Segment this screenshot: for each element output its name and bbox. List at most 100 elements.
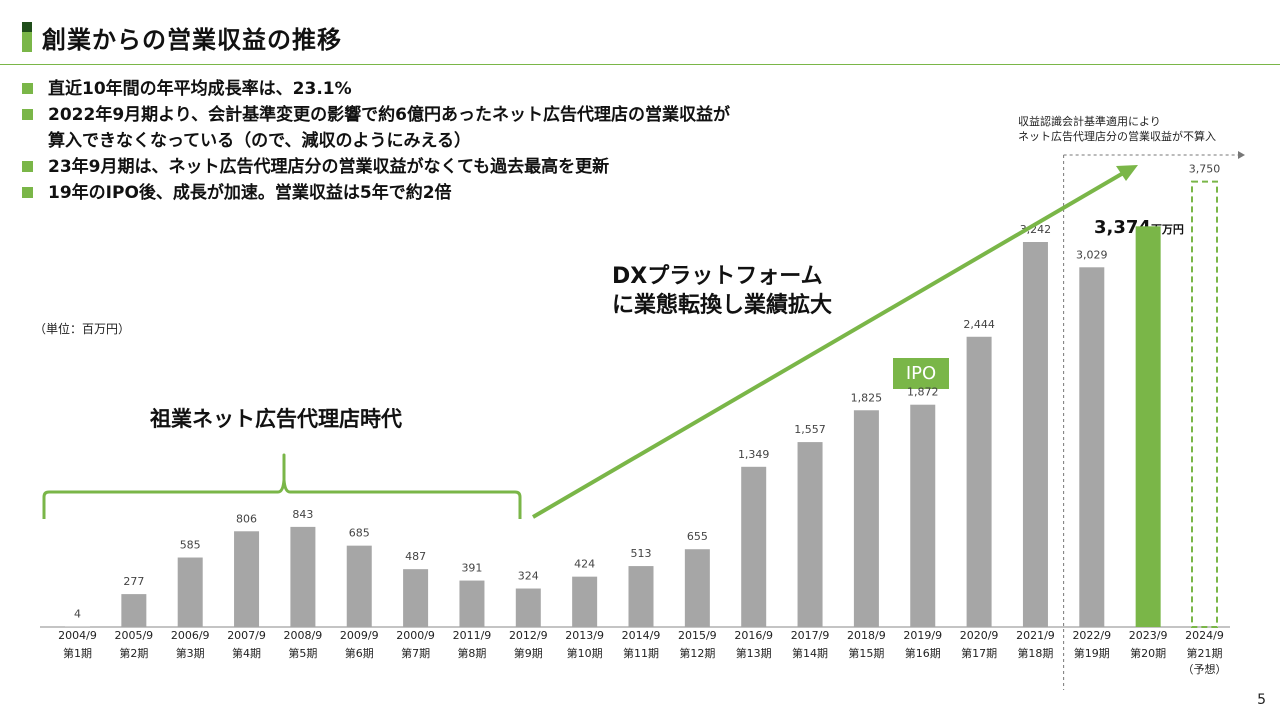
bullet-item: 直近10年間の年平均成長率は、23.1% bbox=[22, 76, 730, 102]
data-label: 424 bbox=[574, 558, 595, 571]
x-period-label: 第12期 bbox=[679, 646, 715, 660]
x-period-label: 第11期 bbox=[623, 646, 659, 660]
dx-label: DXプラットフォーム に業態転換し業績拡大 bbox=[612, 264, 833, 318]
x-period-label: 第21期 bbox=[1187, 646, 1223, 660]
data-label: 843 bbox=[292, 508, 313, 521]
bullet-item: 19年のIPO後、成長が加速。営業収益は5年で約2倍 bbox=[22, 180, 730, 206]
bar bbox=[177, 557, 203, 627]
era-label: 祖業ネット広告代理店時代 bbox=[150, 407, 402, 431]
bar bbox=[797, 442, 823, 627]
accounting-note: 収益認識会計基準適用により ネット広告代理店分の営業収益が不算入 bbox=[1018, 115, 1216, 143]
arrow-head-icon bbox=[1238, 151, 1245, 159]
x-period-label: 第13期 bbox=[736, 646, 772, 660]
bullet-item: 2022年9月期より、会計基準変更の影響で約6億円あったネット広告代理店の営業収… bbox=[22, 102, 730, 154]
bar bbox=[1022, 242, 1048, 627]
x-period-label: 第20期 bbox=[1130, 646, 1166, 660]
bar bbox=[853, 410, 879, 627]
growth-arrow-head-icon bbox=[1116, 165, 1138, 181]
x-tick-label: 2008/9 bbox=[284, 629, 323, 642]
bullet-square-icon bbox=[22, 187, 33, 198]
data-label: 4 bbox=[74, 608, 81, 621]
bar bbox=[459, 580, 485, 627]
x-tick-label: 2000/9 bbox=[396, 629, 435, 642]
bar bbox=[290, 526, 316, 627]
x-period-label: 第4期 bbox=[232, 646, 261, 660]
x-tick-label: 2015/9 bbox=[678, 629, 717, 642]
x-tick-label: 2006/9 bbox=[171, 629, 210, 642]
bullet-list: 直近10年間の年平均成長率は、23.1% 2022年9月期より、会計基準変更の影… bbox=[22, 76, 730, 206]
x-period-label: 第17期 bbox=[961, 646, 997, 660]
data-label: 806 bbox=[236, 512, 257, 525]
x-tick-label: 2018/9 bbox=[847, 629, 886, 642]
x-period-label: 第9期 bbox=[514, 646, 543, 660]
bar bbox=[741, 466, 767, 627]
data-label: 324 bbox=[518, 570, 539, 583]
x-period-label: 第14期 bbox=[792, 646, 828, 660]
bar bbox=[684, 549, 710, 627]
x-period-label: 第2期 bbox=[119, 646, 148, 660]
bar bbox=[346, 545, 372, 627]
x-tick-label: 2014/9 bbox=[622, 629, 661, 642]
data-label: 655 bbox=[687, 530, 708, 543]
x-period-label: 第7期 bbox=[401, 646, 430, 660]
growth-arrow-line bbox=[531, 170, 1127, 519]
bar bbox=[121, 594, 147, 627]
bar bbox=[1079, 267, 1105, 627]
bar-forecast bbox=[1191, 180, 1218, 628]
data-label: 685 bbox=[349, 527, 370, 540]
data-label: 585 bbox=[180, 539, 201, 552]
data-label: 2,444 bbox=[963, 318, 995, 331]
x-tick-label: 2019/9 bbox=[903, 629, 942, 642]
forecast-note: （予想） bbox=[1183, 662, 1227, 676]
data-label: 277 bbox=[123, 575, 144, 588]
unit-label: （単位：百万円） bbox=[34, 322, 131, 336]
x-tick-label: 2017/9 bbox=[791, 629, 830, 642]
data-label: 3,029 bbox=[1076, 248, 1108, 261]
x-tick-label: 2022/9 bbox=[1072, 629, 1111, 642]
x-tick-label: 2021/9 bbox=[1016, 629, 1055, 642]
bar bbox=[403, 569, 429, 627]
x-period-label: 第15期 bbox=[848, 646, 884, 660]
data-label: 1,557 bbox=[794, 423, 826, 436]
bullet-square-icon bbox=[22, 161, 33, 172]
data-label: 391 bbox=[461, 562, 482, 575]
title-accent bbox=[22, 22, 32, 52]
x-tick-label: 2020/9 bbox=[960, 629, 999, 642]
bar bbox=[572, 576, 598, 627]
bullet-square-icon bbox=[22, 83, 33, 94]
bar bbox=[234, 531, 260, 627]
page-number: 5 bbox=[1257, 692, 1266, 708]
bar bbox=[966, 336, 992, 627]
bar bbox=[910, 404, 936, 627]
era-brace bbox=[42, 453, 522, 519]
x-period-label: 第16期 bbox=[905, 646, 941, 660]
bar bbox=[628, 566, 654, 627]
x-tick-label: 2007/9 bbox=[227, 629, 266, 642]
bar bbox=[1135, 226, 1161, 627]
x-tick-label: 2016/9 bbox=[734, 629, 773, 642]
data-label: 1,872 bbox=[907, 386, 939, 399]
x-period-label: 第10期 bbox=[567, 646, 603, 660]
x-period-label: 第18期 bbox=[1017, 646, 1053, 660]
x-period-label: 第1期 bbox=[63, 646, 92, 660]
data-label: 1,825 bbox=[851, 391, 883, 404]
page-title: 創業からの営業収益の推移 bbox=[42, 26, 342, 54]
data-label: 3,242 bbox=[1020, 223, 1052, 236]
x-tick-label: 2013/9 bbox=[565, 629, 604, 642]
x-tick-label: 2012/9 bbox=[509, 629, 548, 642]
data-label: 1,349 bbox=[738, 448, 770, 461]
x-period-label: 第6期 bbox=[345, 646, 374, 660]
x-period-label: 第8期 bbox=[457, 646, 486, 660]
x-tick-label: 2004/9 bbox=[58, 629, 97, 642]
x-period-label: 第19期 bbox=[1074, 646, 1110, 660]
title-divider bbox=[0, 64, 1280, 65]
data-label: 487 bbox=[405, 550, 426, 563]
data-label: 3,750 bbox=[1189, 163, 1221, 176]
ipo-badge: IPO bbox=[893, 358, 949, 389]
data-label: 513 bbox=[631, 547, 652, 560]
x-tick-label: 2011/9 bbox=[453, 629, 492, 642]
x-tick-label: 2024/9 bbox=[1185, 629, 1224, 642]
x-tick-label: 2023/9 bbox=[1129, 629, 1168, 642]
x-period-label: 第5期 bbox=[288, 646, 317, 660]
bar bbox=[515, 588, 541, 627]
